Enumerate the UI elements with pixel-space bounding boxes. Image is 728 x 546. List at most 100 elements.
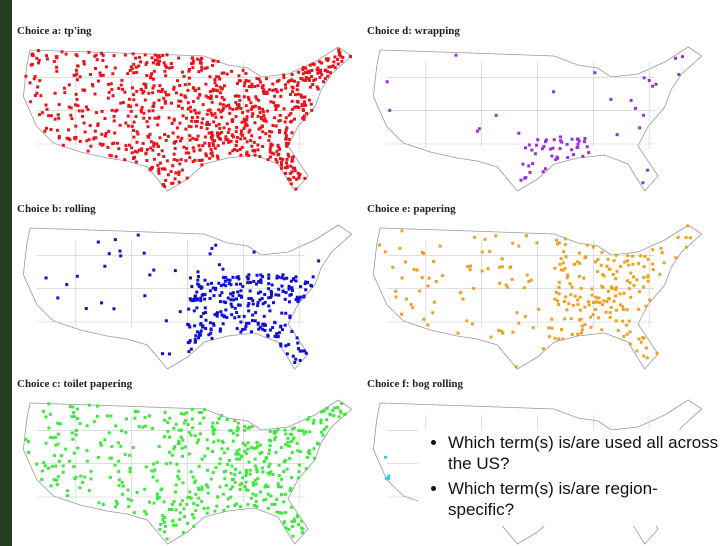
dot	[39, 94, 43, 98]
dot	[658, 272, 662, 276]
dot	[211, 430, 215, 434]
dot	[210, 151, 214, 155]
dot	[245, 89, 249, 93]
dot	[292, 517, 296, 521]
dot	[244, 71, 248, 75]
dot	[262, 498, 266, 502]
dot	[82, 62, 86, 66]
dot	[561, 261, 565, 265]
dot	[304, 288, 308, 292]
dot	[157, 59, 161, 63]
dot	[229, 283, 233, 287]
dot	[192, 309, 196, 313]
dot	[61, 470, 65, 474]
dot	[211, 470, 215, 474]
dot	[149, 146, 153, 150]
dot	[301, 72, 305, 76]
dot	[191, 136, 195, 140]
dot	[245, 152, 249, 156]
dot	[247, 130, 251, 134]
dot	[29, 100, 33, 104]
dot	[688, 236, 692, 240]
dot	[580, 328, 584, 332]
dot	[177, 469, 181, 473]
dot	[114, 155, 118, 159]
dot	[550, 154, 554, 158]
dot	[605, 300, 609, 304]
dot	[192, 524, 196, 528]
dot	[270, 130, 274, 134]
dot	[207, 122, 211, 126]
dot	[137, 64, 141, 68]
dot	[76, 446, 80, 450]
dot	[57, 103, 61, 107]
dot	[247, 460, 251, 464]
dot	[72, 415, 76, 419]
dot	[268, 472, 272, 476]
dot	[41, 409, 45, 413]
dot	[170, 65, 174, 69]
dot	[221, 108, 225, 112]
dot	[258, 136, 262, 140]
dot	[268, 150, 272, 154]
dot	[241, 68, 245, 72]
dot	[243, 120, 247, 124]
dot	[217, 122, 221, 126]
dot	[319, 68, 323, 72]
dot	[547, 326, 551, 330]
dot	[144, 151, 148, 155]
dot	[216, 495, 220, 499]
dot	[231, 275, 235, 279]
dot	[182, 74, 186, 78]
dot	[576, 332, 580, 336]
dot	[159, 522, 163, 526]
dot	[27, 451, 31, 455]
dot	[284, 86, 288, 90]
dot	[134, 160, 138, 164]
dot	[319, 421, 323, 425]
dot	[303, 282, 307, 286]
dot	[400, 312, 404, 316]
dot	[337, 50, 341, 54]
dot	[172, 85, 176, 89]
dot	[297, 106, 301, 110]
dot	[295, 441, 299, 445]
dot	[651, 84, 655, 88]
dot	[637, 262, 641, 266]
dot	[246, 95, 250, 99]
dot	[249, 139, 253, 143]
dot	[190, 56, 194, 60]
dot	[279, 485, 283, 489]
dot	[147, 109, 151, 113]
dot	[56, 421, 60, 425]
dot	[544, 138, 548, 142]
dot	[187, 82, 191, 86]
dot	[264, 498, 268, 502]
dot	[570, 285, 574, 289]
dot	[183, 94, 187, 98]
dot	[286, 152, 290, 156]
dot	[296, 449, 300, 453]
dot	[84, 306, 88, 310]
dot	[200, 163, 204, 167]
dot	[191, 160, 195, 164]
dot	[199, 322, 203, 326]
dot	[128, 453, 132, 457]
dot	[291, 427, 295, 431]
dot	[224, 469, 228, 473]
dot	[252, 250, 256, 254]
dot	[641, 113, 645, 117]
dot	[197, 410, 201, 414]
dot	[273, 116, 277, 120]
dot	[235, 275, 239, 279]
dot	[294, 357, 298, 361]
dot	[139, 88, 143, 92]
dot	[72, 465, 76, 469]
dot	[306, 70, 310, 74]
dot	[191, 475, 195, 479]
dot	[177, 104, 181, 108]
dot	[55, 128, 59, 132]
dot	[74, 53, 78, 57]
dot	[287, 286, 291, 290]
dot	[157, 444, 161, 448]
